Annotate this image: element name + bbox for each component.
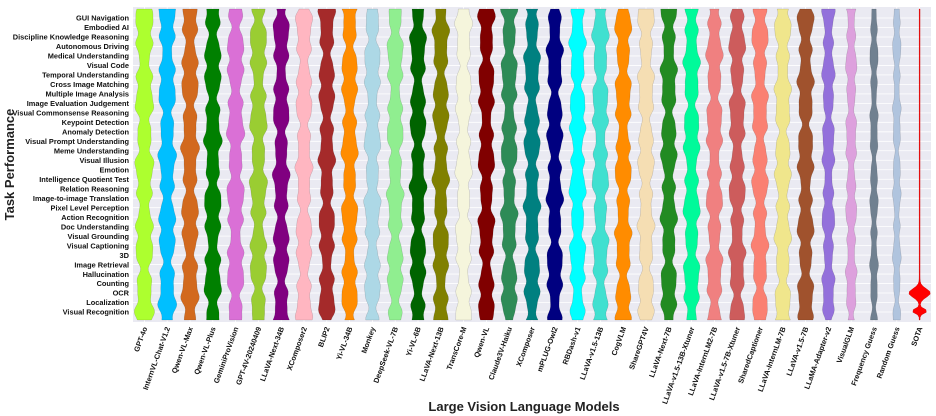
violin-yi-vl-34b <box>340 8 359 321</box>
y-tick-label: Visual Commonsense Reasoning <box>12 109 129 118</box>
x-tick-label: Yi-VL-6B <box>404 326 423 358</box>
violin-gpt-4o <box>133 8 155 321</box>
y-tick-label: Emotion <box>99 165 129 174</box>
violin-gpt-4v-20240409 <box>248 8 268 321</box>
x-tick-label: ShareGPT4V <box>627 326 651 371</box>
violin-llama-adapter-v2 <box>821 8 836 321</box>
violin-geminiprovision <box>225 8 246 321</box>
violin-qwen-vl <box>477 8 496 321</box>
violin-llava-v1-5-13b-xtuner <box>682 8 701 321</box>
y-tick-label: Intelligence Quotient Test <box>39 175 129 184</box>
y-tick-label: Medical Understanding <box>48 52 130 61</box>
violin-cogvlm <box>613 8 633 321</box>
violin-deepseek-vl-7b <box>385 8 405 321</box>
violin-blip2 <box>317 8 337 321</box>
y-tick-label: Keypoint Detection <box>62 118 130 127</box>
y-tick-label: Visual Captioning <box>67 241 130 250</box>
violin-qwen-vl-plus <box>202 8 223 321</box>
x-tick-label: TransCore-M <box>445 326 469 372</box>
x-tick-label: Yi-VL-34B <box>334 326 354 362</box>
violin-sharedcaptioner <box>750 8 770 321</box>
y-tick-label: Discipline Knowledge Reasoning <box>13 33 130 42</box>
x-tick-label: Monkey <box>359 325 377 355</box>
violin-mplug-owl2 <box>545 8 565 321</box>
violins <box>133 8 931 321</box>
violin-llava-internlm2-7b <box>705 8 724 321</box>
x-tick-label: LLaVA-Next-34B <box>258 326 286 383</box>
x-tick-label: Claude3V-Haiku <box>487 325 515 381</box>
x-tick-label: DeepSeek-VL-7B <box>371 326 400 385</box>
violin-rbdash-v1 <box>568 8 587 321</box>
x-tick-label: LLaVA-v1.5-13B <box>578 326 606 381</box>
x-tick-label: RBDash-v1 <box>561 326 583 366</box>
x-tick-label: LLaVA-v1.5-7B <box>784 326 810 378</box>
violin-transcore-m <box>454 8 473 321</box>
y-tick-label: Image-to-image Translation <box>33 194 130 203</box>
y-tick-label: Counting <box>97 279 130 288</box>
violin-monkey <box>363 8 382 321</box>
violin-xcomposer2 <box>294 8 314 321</box>
y-tick-label: Hallucination <box>83 270 130 279</box>
violin-llava-next-34b <box>271 8 291 321</box>
x-tick-label: XComposer <box>514 325 537 367</box>
y-tick-label: OCR <box>113 289 130 298</box>
y-tick-label: Relation Reasoning <box>60 184 129 193</box>
violin-llava-next-13b <box>431 8 451 321</box>
y-tick-label: Cross Image Matching <box>50 80 129 89</box>
x-tick-label: CogVLM <box>609 326 628 357</box>
x-tick-label: SOTA <box>909 325 925 347</box>
x-tick-label: XComposer2 <box>285 326 309 372</box>
violin-random-guess <box>892 8 902 321</box>
x-tick-labels: GPT-4oInternVL-Chat-V1.2Qwen-VL-MaxQwen-… <box>132 325 925 406</box>
violin-llava-v1-5-13b <box>591 8 610 321</box>
y-tick-label: Action Recognition <box>61 213 129 222</box>
y-tick-label: Autonomous Driving <box>56 42 130 51</box>
x-tick-label: GPT-4o <box>132 325 149 353</box>
violin-sharegpt4v <box>636 8 656 321</box>
x-tick-label: mPLUG-Owl2 <box>535 326 560 373</box>
y-tick-label: Visual Illusion <box>79 156 129 165</box>
x-tick-label: Random Guess <box>875 326 902 380</box>
y-tick-label: Visual Recognition <box>63 308 130 317</box>
y-tick-label: GUI Navigation <box>76 14 129 23</box>
y-tick-label: Multiple Image Analysis <box>45 90 129 99</box>
x-axis-title: Large Vision Language Models <box>428 399 619 414</box>
y-axis-title: Task Performance <box>2 109 17 221</box>
y-tick-label: Visual Code <box>87 61 129 70</box>
y-tick-label: Doc Understanding <box>61 222 130 231</box>
violin-sota <box>908 8 931 321</box>
violin-llava-v1-5-7b <box>796 8 815 321</box>
x-tick-label: Qwen-VL-Plus <box>192 326 218 376</box>
violin-frequency-guess <box>869 8 879 321</box>
y-tick-label: Anomaly Detection <box>62 128 129 137</box>
violin-claude3v-haiku <box>499 8 519 321</box>
y-tick-label: Pixel Level Perception <box>51 203 130 212</box>
y-tick-label: Image Evaluation Judgement <box>27 99 130 108</box>
violin-llava-v1-5-7b-xtuner <box>727 8 747 321</box>
x-tick-label: Qwen-VL <box>472 325 492 359</box>
y-tick-label: Meme Understanding <box>54 146 130 155</box>
y-tick-label: Image Retrieval <box>74 260 129 269</box>
violin-llava-next-7b <box>659 8 679 321</box>
x-tick-label: BLIP2 <box>316 326 332 349</box>
y-tick-label: Embodied AI <box>84 23 129 32</box>
y-tick-label: Temporal Understanding <box>42 71 129 80</box>
x-tick-label: LLaVA-Next-13B <box>418 326 446 383</box>
x-tick-label: VisualGLM <box>835 326 856 365</box>
x-tick-label: Qwen-VL-Max <box>170 325 195 375</box>
violin-xcomposer <box>522 8 542 321</box>
y-tick-label: Visual Grounding <box>68 232 130 241</box>
x-tick-label: LLaVA-Next-7B <box>647 326 674 379</box>
y-tick-label: Visual Prompt Understanding <box>25 137 129 146</box>
violin-llava-internlm-7b <box>773 8 792 321</box>
y-tick-label: 3D <box>120 251 130 260</box>
violin-visualglm <box>845 8 858 321</box>
y-tick-label: Localization <box>86 298 129 307</box>
violin-yi-vl-6b <box>408 8 428 321</box>
violin-internvl-chat-v1-2 <box>157 8 178 321</box>
violin-qwen-vl-max <box>180 8 200 321</box>
